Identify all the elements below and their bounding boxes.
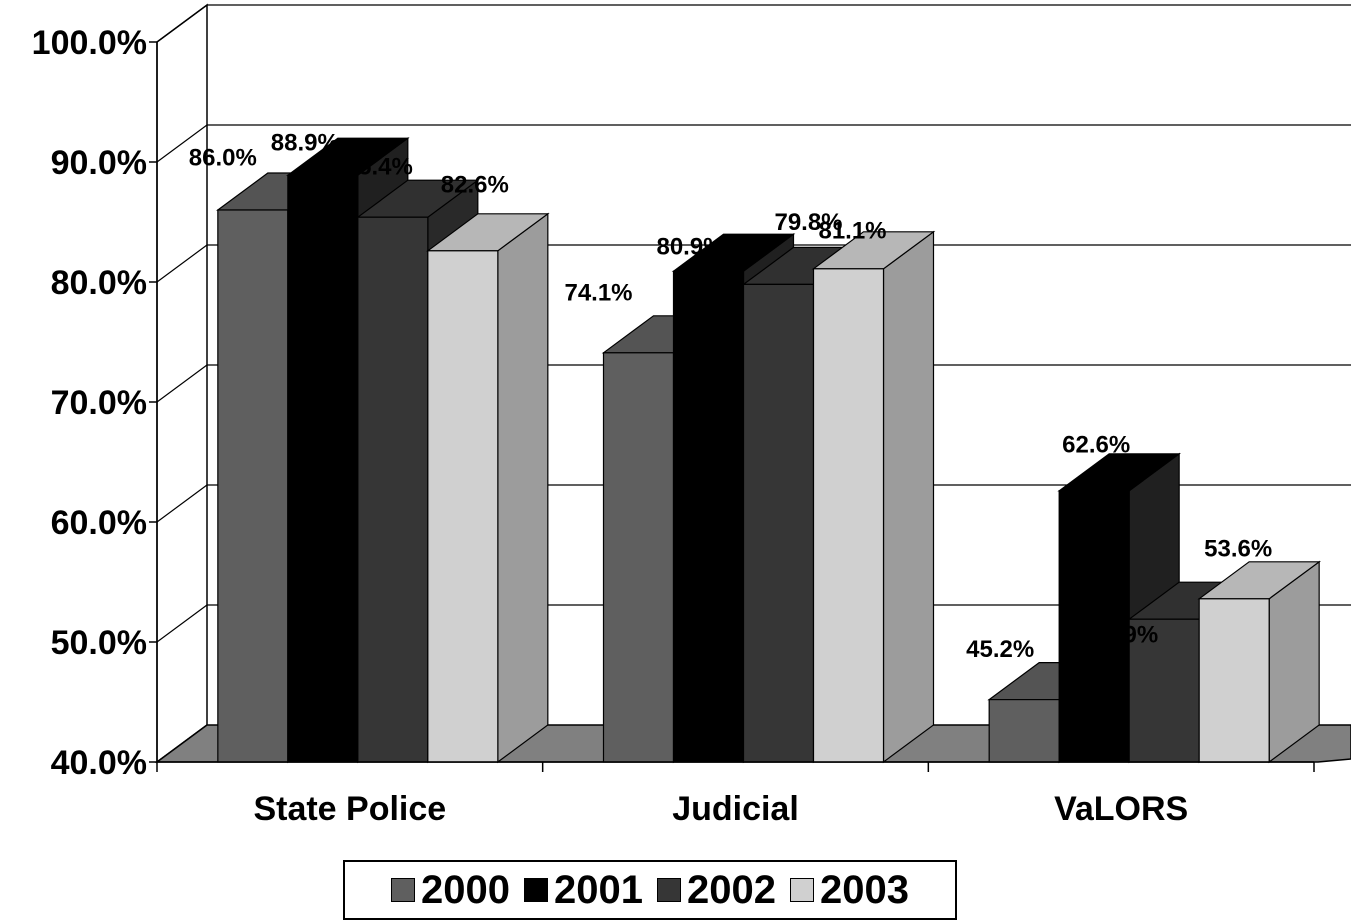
- bar-side: [498, 214, 548, 762]
- data-label: 82.6%: [441, 171, 509, 198]
- data-label: 45.2%: [966, 636, 1034, 663]
- category-label: State Police: [253, 790, 446, 828]
- legend-label-2002: 2002: [687, 870, 776, 910]
- data-label: 86.0%: [189, 145, 257, 172]
- y-tick-label: 80.0%: [51, 264, 147, 302]
- category-label: VaLORS: [1054, 790, 1188, 828]
- data-label: 81.1%: [818, 217, 886, 244]
- legend-item-2001: 2001: [524, 870, 643, 910]
- bar-front: [989, 700, 1059, 762]
- bar-2003-judicial: [814, 232, 934, 762]
- bar-front: [604, 353, 674, 762]
- data-label: 62.6%: [1062, 431, 1130, 458]
- y-tick-label: 90.0%: [51, 144, 147, 182]
- bar-front: [218, 210, 288, 762]
- legend: 2000 2001 2002 2003: [343, 860, 957, 920]
- legend-item-2000: 2000: [391, 870, 510, 910]
- bar-front: [428, 251, 498, 762]
- bar-2003-valors: [1199, 562, 1319, 762]
- y-tick-label: 60.0%: [51, 504, 147, 542]
- legend-label-2003: 2003: [820, 870, 909, 910]
- bar-side: [884, 232, 934, 762]
- legend-swatch-2002: [657, 878, 681, 902]
- legend-swatch-2003: [790, 878, 814, 902]
- y-tick-label: 50.0%: [51, 624, 147, 662]
- legend-swatch-2000: [391, 878, 415, 902]
- data-label: 88.9%: [271, 130, 339, 157]
- bar-front: [358, 217, 428, 762]
- data-label: 74.1%: [564, 279, 632, 306]
- data-label: 85.4%: [345, 154, 413, 181]
- legend-swatch-2001: [524, 878, 548, 902]
- value-axis: 40.0% 50.0% 60.0% 70.0% 80.0% 90.0% 100.0%: [32, 24, 157, 782]
- bar-front: [744, 284, 814, 762]
- legend-item-2003: 2003: [790, 870, 909, 910]
- data-label: 80.9%: [656, 234, 724, 261]
- category-axis: State Police Judicial VaLORS: [157, 762, 1314, 828]
- bar-front: [814, 269, 884, 762]
- bar-front: [1199, 599, 1269, 762]
- data-label: 51.9%: [1090, 622, 1158, 649]
- category-label: Judicial: [672, 790, 799, 828]
- legend-label-2001: 2001: [554, 870, 643, 910]
- y-tick-label: 40.0%: [51, 744, 147, 782]
- y-tick-label: 100.0%: [32, 24, 147, 62]
- bar-front: [288, 175, 358, 762]
- legend-item-2002: 2002: [657, 870, 776, 910]
- y-tick-label: 70.0%: [51, 384, 147, 422]
- data-label: 53.6%: [1204, 535, 1272, 562]
- bar-front: [674, 271, 744, 762]
- bar-2003-state-police: [428, 214, 548, 762]
- legend-label-2000: 2000: [421, 870, 510, 910]
